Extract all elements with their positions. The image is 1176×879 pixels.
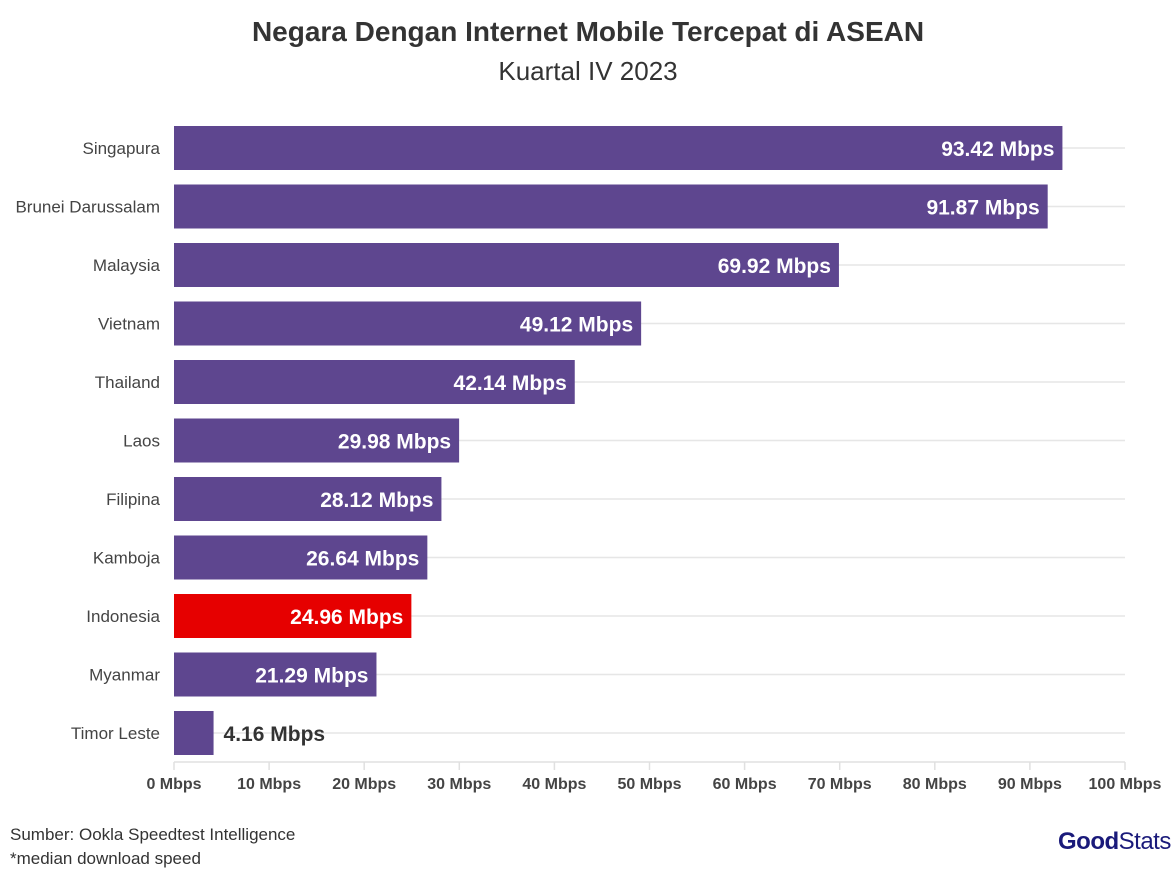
y-category-label: Malaysia [93,256,161,275]
data-label: 24.96 Mbps [290,606,403,629]
y-category-label: Thailand [95,373,160,392]
bar [174,243,839,287]
data-label: 91.87 Mbps [926,197,1039,220]
data-label: 42.14 Mbps [454,372,567,395]
x-tick-label: 90 Mbps [998,776,1062,793]
data-label: 26.64 Mbps [306,548,419,571]
x-tick-label: 100 Mbps [1089,776,1162,793]
bar [174,126,1063,170]
bar [174,301,642,346]
x-tick-label: 70 Mbps [808,776,872,793]
bar [174,360,575,404]
data-label: 21.29 Mbps [255,665,368,688]
bar [174,418,460,463]
bar [174,184,1048,229]
y-category-label: Indonesia [86,607,160,626]
y-category-label: Filipina [106,490,160,509]
x-tick-label: 20 Mbps [332,776,396,793]
bar [174,711,214,755]
data-label: 49.12 Mbps [520,314,633,337]
y-category-label: Singapura [82,139,160,158]
bar [174,477,442,521]
x-tick-label: 60 Mbps [713,776,777,793]
y-category-label: Myanmar [89,666,160,685]
y-category-label: Kamboja [93,549,161,568]
bar [174,535,428,580]
data-label: 29.98 Mbps [338,431,451,454]
x-tick-label: 10 Mbps [237,776,301,793]
goodstats-logo: GoodStats [1058,828,1171,855]
x-tick-label: 30 Mbps [427,776,491,793]
source-text: Sumber: Ookla Speedtest Intelligence [10,825,296,844]
y-category-label: Vietnam [98,315,160,334]
x-tick-label: 40 Mbps [522,776,586,793]
data-label: 69.92 Mbps [718,255,831,278]
x-tick-label: 80 Mbps [903,776,967,793]
y-category-label: Timor Leste [71,724,160,743]
data-label: 93.42 Mbps [941,138,1054,161]
footer: Sumber: Ookla Speedtest Intelligence *me… [10,823,295,871]
data-label: 28.12 Mbps [320,489,433,512]
chart-title: Negara Dengan Internet Mobile Tercepat d… [251,16,925,47]
bar [174,594,412,638]
y-category-label: Brunei Darussalam [15,198,160,217]
chart-subtitle: Kuartal IV 2023 [498,56,678,86]
data-label: 4.16 Mbps [224,723,326,746]
note-text: *median download speed [10,849,201,868]
x-tick-label: 50 Mbps [617,776,681,793]
x-tick-label: 0 Mbps [146,776,201,793]
bar [174,652,377,697]
y-category-label: Laos [123,432,160,451]
